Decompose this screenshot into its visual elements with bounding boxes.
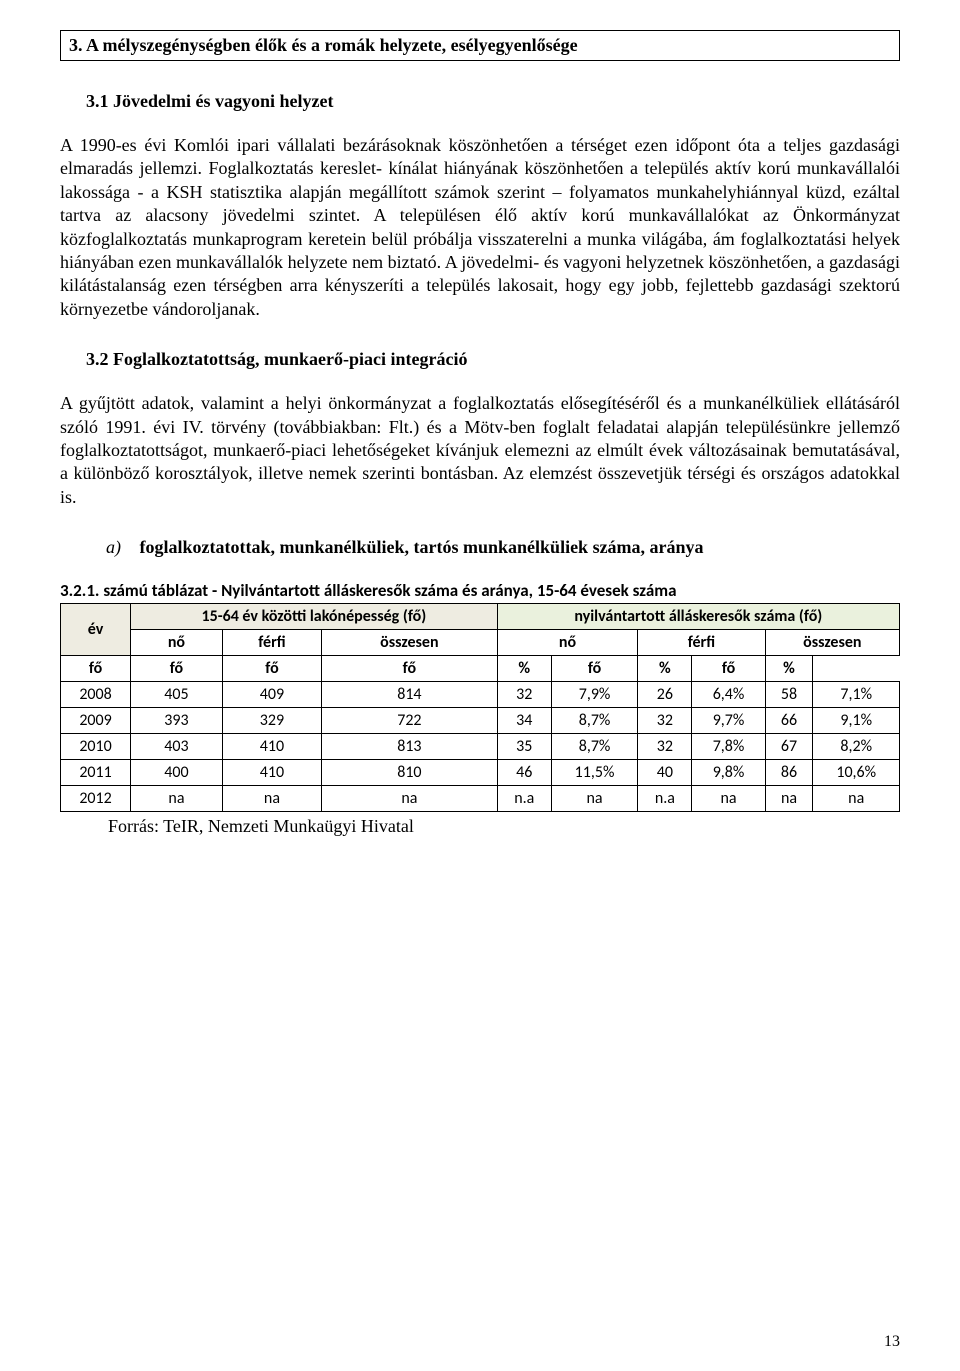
table-header-row-3: fő fő fő fő % fő % fő %	[61, 656, 900, 682]
list-item-a: a) foglalkoztatottak, munkanélküliek, ta…	[60, 537, 900, 558]
table-cell: 410	[222, 734, 321, 760]
table-cell: 2008	[61, 682, 131, 708]
table-cell: 32	[638, 708, 692, 734]
unit-fo-5: fő	[551, 656, 637, 682]
section-3-title-box: 3. A mélyszegénységben élők és a romák h…	[60, 30, 900, 61]
table-cell: 810	[322, 760, 498, 786]
col-seekers: nyilvántartott álláskeresők száma (fő)	[497, 604, 899, 630]
col-seek-no: nő	[497, 630, 638, 656]
table-cell: 32	[497, 682, 551, 708]
table-cell: n.a	[638, 786, 692, 812]
table-head: év 15-64 év közötti lakónépesség (fő) ny…	[61, 604, 900, 682]
table-cell: na	[322, 786, 498, 812]
unit-fo-6: fő	[692, 656, 765, 682]
section-3-2-heading: 3.2 Foglalkoztatottság, munkaerő-piaci i…	[60, 349, 900, 370]
table-cell: 410	[222, 760, 321, 786]
table-cell: 2010	[61, 734, 131, 760]
table-cell: 2009	[61, 708, 131, 734]
table-cell: na	[551, 786, 637, 812]
table-3-2-1: év 15-64 év közötti lakónépesség (fő) ny…	[60, 603, 900, 812]
table-cell: na	[813, 786, 900, 812]
table-cell: 813	[322, 734, 498, 760]
table-cell: 722	[322, 708, 498, 734]
table-cell: na	[692, 786, 765, 812]
table-cell: 393	[131, 708, 223, 734]
list-label: foglalkoztatottak, munkanélküliek, tartó…	[140, 537, 704, 557]
table-source: Forrás: TeIR, Nemzeti Munkaügyi Hivatal	[108, 816, 900, 837]
table-row: 2008405409814327,9%266,4%587,1%	[61, 682, 900, 708]
table-cell: 8,7%	[551, 708, 637, 734]
table-cell: na	[222, 786, 321, 812]
table-cell: 405	[131, 682, 223, 708]
table-cell: 8,7%	[551, 734, 637, 760]
table-cell: 6,4%	[692, 682, 765, 708]
table-cell: 9,8%	[692, 760, 765, 786]
table-cell: 67	[765, 734, 813, 760]
page-number: 13	[884, 1333, 900, 1351]
table-cell: 403	[131, 734, 223, 760]
table-cell: 7,9%	[551, 682, 637, 708]
table-cell: 814	[322, 682, 498, 708]
section-3-1-heading: 3.1 Jövedelmi és vagyoni helyzet	[60, 91, 900, 112]
table-cell: 11,5%	[551, 760, 637, 786]
table-cell: 7,1%	[813, 682, 900, 708]
col-ev: év	[61, 604, 131, 656]
table-row: 2010403410813358,7%327,8%678,2%	[61, 734, 900, 760]
table-cell: 58	[765, 682, 813, 708]
list-marker: a)	[106, 537, 121, 557]
unit-pct-2: %	[638, 656, 692, 682]
table-cell: 8,2%	[813, 734, 900, 760]
table-body: 2008405409814327,9%266,4%587,1%200939332…	[61, 682, 900, 812]
col-pop-ossz: összesen	[322, 630, 498, 656]
table-cell: 26	[638, 682, 692, 708]
table-header-row-2: nő férfi összesen nő férfi összesen	[61, 630, 900, 656]
table-cell: 9,1%	[813, 708, 900, 734]
unit-fo-1: fő	[61, 656, 131, 682]
table-cell: 329	[222, 708, 321, 734]
table-cell: 7,8%	[692, 734, 765, 760]
table-cell: 400	[131, 760, 223, 786]
table-row: 2012nananan.anan.ananana	[61, 786, 900, 812]
col-seek-ossz: összesen	[765, 630, 899, 656]
section-3-1-paragraph: A 1990-es évi Komlói ipari vállalati bez…	[60, 134, 900, 321]
table-row: 20114004108104611,5%409,8%8610,6%	[61, 760, 900, 786]
table-cell: 46	[497, 760, 551, 786]
table-row: 2009393329722348,7%329,7%669,1%	[61, 708, 900, 734]
col-pop-no: nő	[131, 630, 223, 656]
col-pop: 15-64 év közötti lakónépesség (fő)	[131, 604, 498, 630]
table-cell: n.a	[497, 786, 551, 812]
table-cell: 40	[638, 760, 692, 786]
col-pop-ferfi: férfi	[222, 630, 321, 656]
table-header-row-1: év 15-64 év közötti lakónépesség (fő) ny…	[61, 604, 900, 630]
table-cell: 32	[638, 734, 692, 760]
table-cell: 34	[497, 708, 551, 734]
document-page: 3. A mélyszegénységben élők és a romák h…	[0, 0, 960, 1371]
table-cell: 66	[765, 708, 813, 734]
table-cell: 2011	[61, 760, 131, 786]
col-seek-ferfi: férfi	[638, 630, 765, 656]
table-cell: 86	[765, 760, 813, 786]
table-cell: 35	[497, 734, 551, 760]
section-3-title: 3. A mélyszegénységben élők és a romák h…	[69, 35, 891, 56]
unit-fo-3: fő	[222, 656, 321, 682]
unit-pct-3: %	[765, 656, 813, 682]
unit-pct-1: %	[497, 656, 551, 682]
unit-fo-2: fő	[131, 656, 223, 682]
section-3-2-paragraph: A gyűjtött adatok, valamint a helyi önko…	[60, 392, 900, 509]
table-cell: 409	[222, 682, 321, 708]
table-cell: 9,7%	[692, 708, 765, 734]
unit-fo-4: fő	[322, 656, 498, 682]
table-cell: 2012	[61, 786, 131, 812]
table-cell: na	[765, 786, 813, 812]
table-cell: 10,6%	[813, 760, 900, 786]
table-3-2-1-title: 3.2.1. számú táblázat - Nyilvántartott á…	[60, 580, 900, 601]
table-cell: na	[131, 786, 223, 812]
